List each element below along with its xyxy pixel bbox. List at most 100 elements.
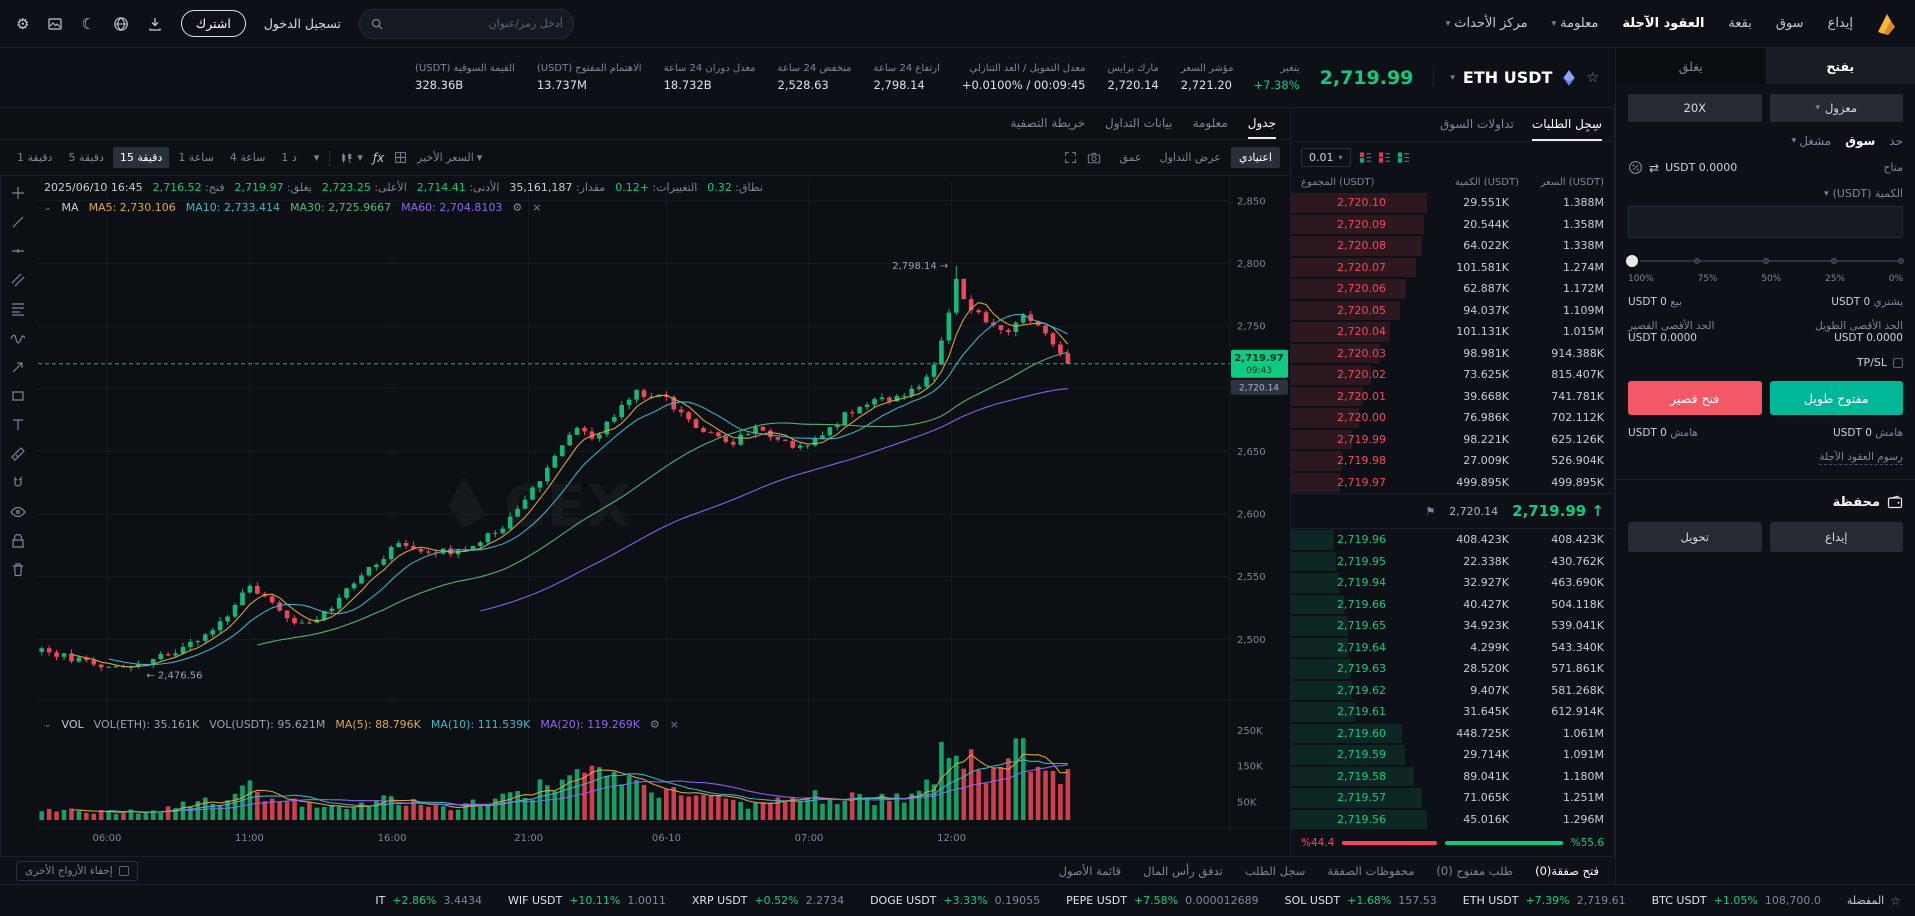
search-box[interactable] bbox=[358, 8, 574, 39]
bid-price[interactable]: 2,719.65 bbox=[1337, 619, 1386, 633]
bid-row[interactable]: 1.061M 448.725K 2,719.60 bbox=[1291, 723, 1614, 745]
nav-item-5[interactable]: مركز الأحداث ▾ bbox=[1445, 16, 1528, 31]
nav-item-0[interactable]: إيداع bbox=[1827, 16, 1853, 31]
theme-moon-icon[interactable]: ☾ bbox=[81, 14, 95, 33]
ask-price[interactable]: 2,720.10 bbox=[1337, 196, 1386, 210]
wave-tool[interactable] bbox=[6, 327, 30, 349]
margin-mode-button[interactable]: معزول ▾ bbox=[1769, 94, 1903, 122]
ask-price[interactable]: 2,720.03 bbox=[1337, 346, 1386, 360]
ask-row[interactable]: 1.338M 64.022K 2,720.08 bbox=[1291, 235, 1614, 257]
screenshot-camera-icon[interactable] bbox=[1087, 151, 1101, 165]
indicators-button[interactable]: ƒx bbox=[372, 150, 385, 165]
favorites-button[interactable]: ☆ المفضلة bbox=[1846, 893, 1901, 908]
ask-row[interactable]: 741.781K 39.668K 2,720.01 bbox=[1291, 386, 1614, 408]
positions-tab-0[interactable]: فتح صفقة(0) bbox=[1535, 863, 1599, 878]
timeframe-3[interactable]: ساعة 1 bbox=[178, 151, 214, 164]
hline-tool[interactable] bbox=[6, 240, 30, 262]
bid-row[interactable]: 408.423K 408.423K 2,719.96 bbox=[1291, 529, 1614, 551]
ticker-item-2[interactable]: SOL USDT +1.68% 157.53 bbox=[1285, 894, 1437, 907]
legend-close-icon[interactable]: × bbox=[532, 201, 542, 214]
candlestick-chart[interactable]: CEX2,8502,8002,7502,7002,6502,6002,5502,… bbox=[34, 176, 1290, 856]
bid-price[interactable]: 2,719.63 bbox=[1337, 662, 1386, 676]
order-type-0[interactable]: حد bbox=[1889, 134, 1903, 148]
timeframe-5[interactable]: د 1 bbox=[281, 151, 297, 164]
rect-tool[interactable] bbox=[6, 385, 30, 407]
slider-dot-75[interactable] bbox=[1831, 258, 1838, 264]
amount-input[interactable] bbox=[1628, 206, 1903, 238]
nav-item-1[interactable]: سوق bbox=[1775, 16, 1804, 31]
login-button[interactable]: تسجيل الدخول bbox=[263, 16, 341, 31]
open-long-button[interactable]: مفتوح طويل bbox=[1769, 381, 1903, 415]
collapse-chevron-icon[interactable]: ⌄ bbox=[44, 719, 52, 730]
download-app-icon[interactable] bbox=[147, 16, 163, 32]
bid-row[interactable]: 543.340K 4.299K 2,719.64 bbox=[1291, 637, 1614, 659]
bid-row[interactable]: 1.091M 29.714K 2,719.59 bbox=[1291, 744, 1614, 766]
tpsl-checkbox[interactable] bbox=[1893, 357, 1903, 368]
bid-price[interactable]: 2,719.62 bbox=[1337, 683, 1386, 697]
chart-tab-3[interactable]: خريطة التصفية bbox=[1010, 115, 1086, 130]
ask-price[interactable]: 2,719.98 bbox=[1337, 454, 1386, 468]
ask-price[interactable]: 2,720.04 bbox=[1337, 325, 1386, 339]
price-mode-button[interactable]: السعر الأخير ▾ bbox=[417, 151, 483, 164]
ask-price[interactable]: 2,720.06 bbox=[1337, 282, 1386, 296]
ask-price[interactable]: 2,720.02 bbox=[1337, 368, 1386, 382]
chart-tab-0[interactable]: جدول bbox=[1247, 108, 1276, 139]
eye-tool[interactable] bbox=[6, 501, 30, 523]
chart-plot-area[interactable]: CEX2,8502,8002,7502,7002,6502,6002,5502,… bbox=[34, 176, 1290, 856]
timeframe-2[interactable]: دقيقة 15 bbox=[112, 147, 170, 168]
collapse-chevron-icon[interactable]: ⌄ bbox=[44, 202, 52, 213]
ask-row[interactable]: 526.904K 27.009K 2,719.98 bbox=[1291, 450, 1614, 472]
ask-row[interactable]: 815.407K 73.625K 2,720.02 bbox=[1291, 364, 1614, 386]
positions-tab-5[interactable]: قائمة الأصول bbox=[1058, 863, 1122, 878]
ask-price[interactable]: 2,720.08 bbox=[1337, 239, 1386, 253]
settings-gear-icon[interactable]: ⚙ bbox=[16, 14, 30, 33]
legend-settings-gear-icon[interactable]: ⚙ bbox=[512, 201, 523, 214]
ask-row[interactable]: 625.126K 98.221K 2,719.99 bbox=[1291, 429, 1614, 451]
timeframe-1[interactable]: دقيقة 5 bbox=[68, 151, 104, 164]
bid-price[interactable]: 2,719.66 bbox=[1337, 597, 1386, 611]
hide-other-pairs-toggle[interactable]: إخفاء الأزواج الأخرى bbox=[16, 860, 138, 881]
bid-row[interactable]: 1.251M 71.065K 2,719.57 bbox=[1291, 787, 1614, 809]
chart-mode-1[interactable]: عرض التداول bbox=[1159, 151, 1221, 164]
book-mode-split-icon[interactable] bbox=[1359, 151, 1372, 164]
chart-tab-2[interactable]: بيانات التداول bbox=[1105, 115, 1173, 130]
fullscreen-icon[interactable] bbox=[1064, 151, 1077, 164]
bid-row[interactable]: 504.118K 40.427K 2,719.66 bbox=[1291, 594, 1614, 616]
ticker-item-4[interactable]: DOGE USDT +3.33% 0.19055 bbox=[870, 894, 1040, 907]
ask-row[interactable]: 702.112K 76.986K 2,720.00 bbox=[1291, 407, 1614, 429]
banner-icon[interactable] bbox=[47, 16, 63, 32]
nav-item-2[interactable]: بقعة bbox=[1728, 16, 1752, 31]
lock-tool[interactable] bbox=[6, 530, 30, 552]
ask-price[interactable]: 2,720.05 bbox=[1337, 303, 1386, 317]
language-globe-icon[interactable] bbox=[113, 16, 129, 32]
fib-tool[interactable] bbox=[6, 298, 30, 320]
slider-dot-25[interactable] bbox=[1693, 258, 1700, 264]
ask-price[interactable]: 2,720.01 bbox=[1337, 389, 1386, 403]
arrow-tool[interactable] bbox=[6, 356, 30, 378]
bid-price[interactable]: 2,719.96 bbox=[1337, 533, 1386, 547]
bid-row[interactable]: 1.180M 89.041K 2,719.58 bbox=[1291, 766, 1614, 788]
bid-price[interactable]: 2,719.57 bbox=[1337, 791, 1386, 805]
trash-tool[interactable] bbox=[6, 559, 30, 581]
pair-selector[interactable]: ☆ ETH USDT ▾ bbox=[1433, 68, 1599, 87]
ruler-tool[interactable] bbox=[6, 443, 30, 465]
calculator-icon[interactable] bbox=[1628, 160, 1643, 175]
legend-settings-gear-icon[interactable]: ⚙ bbox=[649, 718, 660, 731]
slider-dot-50[interactable] bbox=[1762, 258, 1769, 264]
ticker-item-1[interactable]: ETH USDT +7.39% 2,719.61 bbox=[1463, 894, 1626, 907]
favorite-star-icon[interactable]: ☆ bbox=[1586, 69, 1599, 86]
orderbook-tab-0[interactable]: سِجِل الطلبات bbox=[1531, 108, 1602, 141]
transfer-swap-icon[interactable]: ⇄ bbox=[1649, 160, 1660, 175]
magnet-tool[interactable] bbox=[6, 472, 30, 494]
chart-type-button[interactable]: ▾ bbox=[340, 151, 363, 165]
text-tool[interactable] bbox=[6, 414, 30, 436]
deposit-button[interactable]: إيداع bbox=[1769, 522, 1903, 552]
bid-row[interactable]: 1.296M 45.016K 2,719.56 bbox=[1291, 809, 1614, 831]
ticker-item-3[interactable]: PEPE USDT +7.58% 0.000012689 bbox=[1066, 894, 1259, 907]
positions-tab-4[interactable]: تدفق رأس المال bbox=[1143, 863, 1223, 878]
order-type-1[interactable]: سوق bbox=[1845, 134, 1876, 148]
bid-price[interactable]: 2,719.58 bbox=[1337, 769, 1386, 783]
slider-dot-100[interactable] bbox=[1898, 258, 1904, 264]
ticker-item-0[interactable]: BTC USDT +1.05% 108,700.0 bbox=[1652, 894, 1821, 907]
ask-price[interactable]: 2,720.00 bbox=[1337, 411, 1386, 425]
